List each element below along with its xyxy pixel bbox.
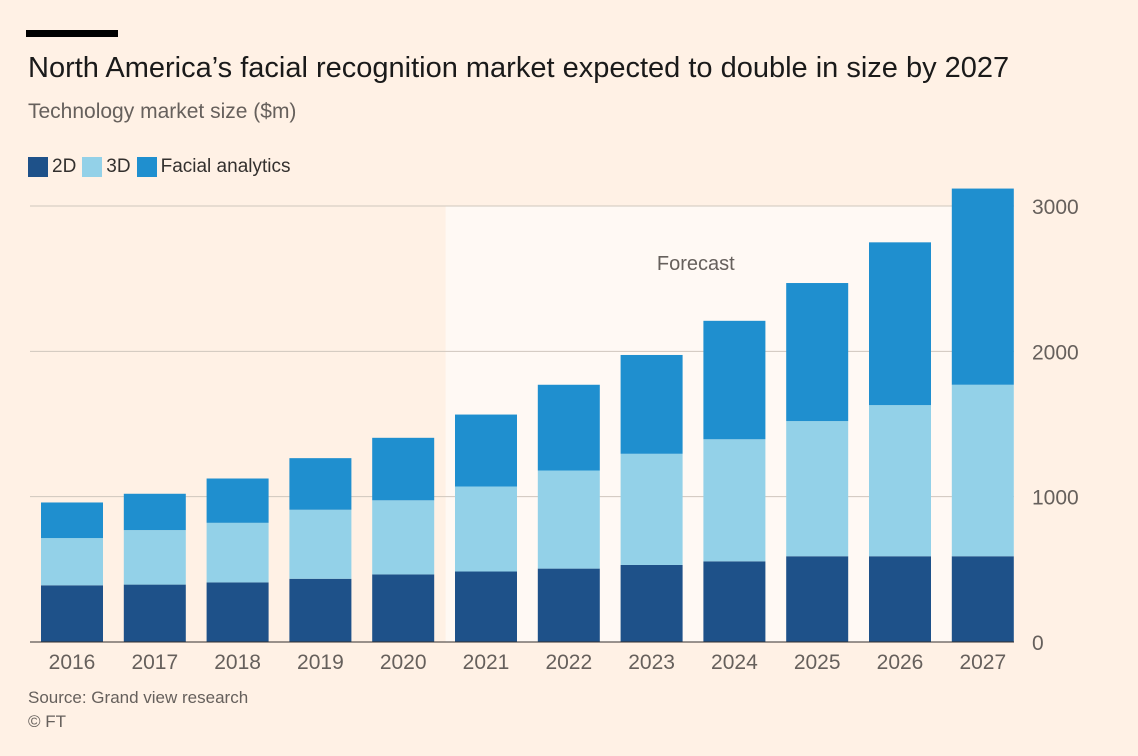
x-tick-label-2017: 2017 <box>131 651 178 674</box>
x-tick-label-2019: 2019 <box>297 651 344 674</box>
bar-facial-analytics-2023 <box>620 354 683 454</box>
legend: 2D 3D Facial analytics <box>28 156 296 178</box>
x-tick-label-2023: 2023 <box>628 651 675 674</box>
x-tick-label-2027: 2027 <box>959 651 1006 674</box>
bar-2d-2023 <box>620 564 683 642</box>
y-tick-label-1000: 1000 <box>1032 487 1079 510</box>
bar-3d-2021 <box>455 486 517 572</box>
bar-2d-2025 <box>786 556 849 642</box>
bar-facial-analytics-2017 <box>123 493 186 531</box>
bar-2d-2020 <box>372 574 435 642</box>
bar-facial-analytics-2026 <box>869 242 931 406</box>
chart-title: North America’s facial recognition marke… <box>28 52 1010 84</box>
forecast-label: Forecast <box>657 253 735 275</box>
legend-swatch-3d <box>82 157 103 177</box>
bar-2d-2016 <box>41 585 103 642</box>
legend-item-facial-analytics: Facial analytics <box>136 156 291 178</box>
legend-swatch-2d <box>28 157 48 177</box>
legend-label-facial-analytics: Facial analytics <box>160 156 291 177</box>
bar-facial-analytics-2019 <box>289 458 352 510</box>
bar-3d-2027 <box>951 384 1014 557</box>
source-note: Source: Grand view research <box>28 688 249 707</box>
legend-item-2d: 2D <box>28 156 76 178</box>
bar-3d-2017 <box>123 530 186 585</box>
bar-3d-2022 <box>537 470 600 569</box>
legend-label-3d: 3D <box>106 156 131 177</box>
top-rule <box>26 30 118 37</box>
bar-facial-analytics-2021 <box>455 414 517 487</box>
bar-facial-analytics-2027 <box>951 188 1014 385</box>
chart-subtitle: Technology market size ($m) <box>28 100 297 123</box>
x-tick-label-2021: 2021 <box>463 651 510 674</box>
bar-facial-analytics-2022 <box>537 384 600 471</box>
y-tick-label-2000: 2000 <box>1032 341 1079 364</box>
bar-facial-analytics-2025 <box>786 283 849 422</box>
x-tick-label-2016: 2016 <box>49 651 96 674</box>
copyright-note: © FT <box>28 712 67 731</box>
bar-facial-analytics-2024 <box>703 320 766 440</box>
bar-3d-2025 <box>786 421 849 557</box>
bar-3d-2024 <box>703 439 766 562</box>
bar-2d-2027 <box>951 556 1014 642</box>
bar-3d-2023 <box>620 453 683 565</box>
bar-3d-2020 <box>372 500 435 575</box>
bar-2d-2024 <box>703 561 766 642</box>
y-tick-label-0: 0 <box>1032 632 1044 655</box>
bar-2d-2018 <box>206 582 269 642</box>
bar-3d-2019 <box>289 509 352 579</box>
bar-2d-2019 <box>289 578 352 642</box>
x-tick-label-2022: 2022 <box>545 651 592 674</box>
bar-2d-2021 <box>455 571 517 642</box>
legend-item-3d: 3D <box>82 156 131 178</box>
bar-2d-2017 <box>123 584 186 642</box>
bar-3d-2016 <box>41 538 103 586</box>
x-tick-label-2018: 2018 <box>214 651 261 674</box>
bar-2d-2026 <box>869 556 931 642</box>
bar-facial-analytics-2020 <box>372 437 435 501</box>
x-tick-label-2020: 2020 <box>380 651 427 674</box>
bar-facial-analytics-2018 <box>206 478 269 523</box>
legend-swatch-facial-analytics <box>136 157 157 177</box>
bar-3d-2026 <box>869 405 931 557</box>
bar-3d-2018 <box>206 522 269 583</box>
bar-facial-analytics-2016 <box>41 502 103 539</box>
bar-2d-2022 <box>537 568 600 642</box>
x-tick-label-2024: 2024 <box>711 651 758 674</box>
x-tick-label-2026: 2026 <box>877 651 924 674</box>
stacked-bar-chart: Forecast 0 1000 2000 3000 2016 2017 2018 2019 202… <box>30 188 1079 674</box>
y-tick-label-3000: 3000 <box>1032 196 1079 219</box>
legend-label-2d: 2D <box>52 156 77 177</box>
x-tick-label-2025: 2025 <box>794 651 841 674</box>
